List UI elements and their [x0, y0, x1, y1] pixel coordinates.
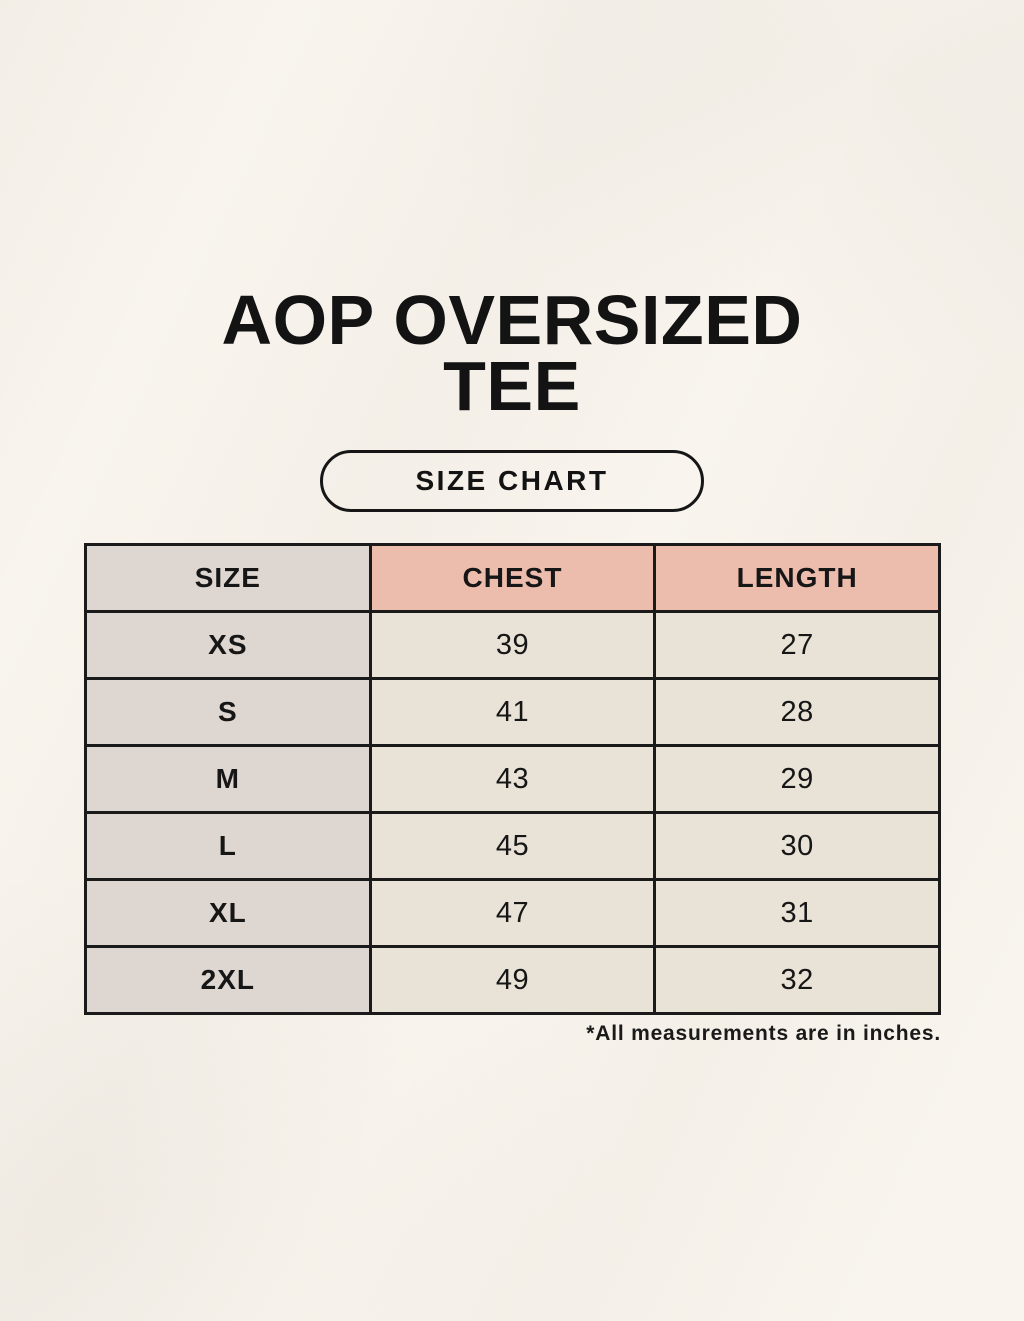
- chest-cell: 41: [368, 677, 657, 747]
- chest-cell: 45: [368, 811, 657, 881]
- table-row-m: M 43 29: [84, 744, 941, 814]
- length-cell: 32: [653, 945, 941, 1015]
- length-cell: 30: [653, 811, 941, 881]
- size-chart-table: SIZE CHEST LENGTH XS 39 27 S 41 28 M 43 …: [84, 543, 941, 1015]
- size-chart-table-header: SIZE CHEST LENGTH: [84, 543, 941, 613]
- chest-cell: 49: [368, 945, 657, 1015]
- size-cell: L: [84, 811, 372, 881]
- table-header-row: SIZE CHEST LENGTH: [84, 543, 941, 613]
- column-header-chest: CHEST: [368, 543, 657, 613]
- page-title-line-1: AOP OVERSIZED: [221, 281, 803, 359]
- size-cell: 2XL: [84, 945, 372, 1015]
- size-chart-badge-label: SIZE CHART: [415, 465, 609, 496]
- page-title-line-2: TEE: [443, 347, 581, 425]
- column-header-size: SIZE: [84, 543, 372, 613]
- length-cell: 29: [653, 744, 941, 814]
- length-cell: 31: [653, 878, 941, 948]
- size-cell: S: [84, 677, 372, 747]
- table-row-s: S 41 28: [84, 677, 941, 747]
- chest-cell: 43: [368, 744, 657, 814]
- size-cell: XL: [84, 878, 372, 948]
- column-header-length: LENGTH: [653, 543, 941, 613]
- length-cell: 28: [653, 677, 941, 747]
- size-cell: M: [84, 744, 372, 814]
- chest-cell: 39: [368, 610, 657, 680]
- table-row-l: L 45 30: [84, 811, 941, 881]
- size-chart-badge: SIZE CHART: [320, 450, 704, 512]
- length-cell: 27: [653, 610, 941, 680]
- measurements-footnote: *All measurements are in inches.: [586, 1022, 941, 1045]
- chest-cell: 47: [368, 878, 657, 948]
- table-row-2xl: 2XL 49 32: [84, 945, 941, 1015]
- page-title: AOP OVERSIZED TEE: [0, 285, 1024, 421]
- table-row-xs: XS 39 27: [84, 610, 941, 680]
- size-cell: XS: [84, 610, 372, 680]
- size-chart-table-body: XS 39 27 S 41 28 M 43 29 L 45 30 XL 47: [84, 610, 941, 1015]
- table-row-xl: XL 47 31: [84, 878, 941, 948]
